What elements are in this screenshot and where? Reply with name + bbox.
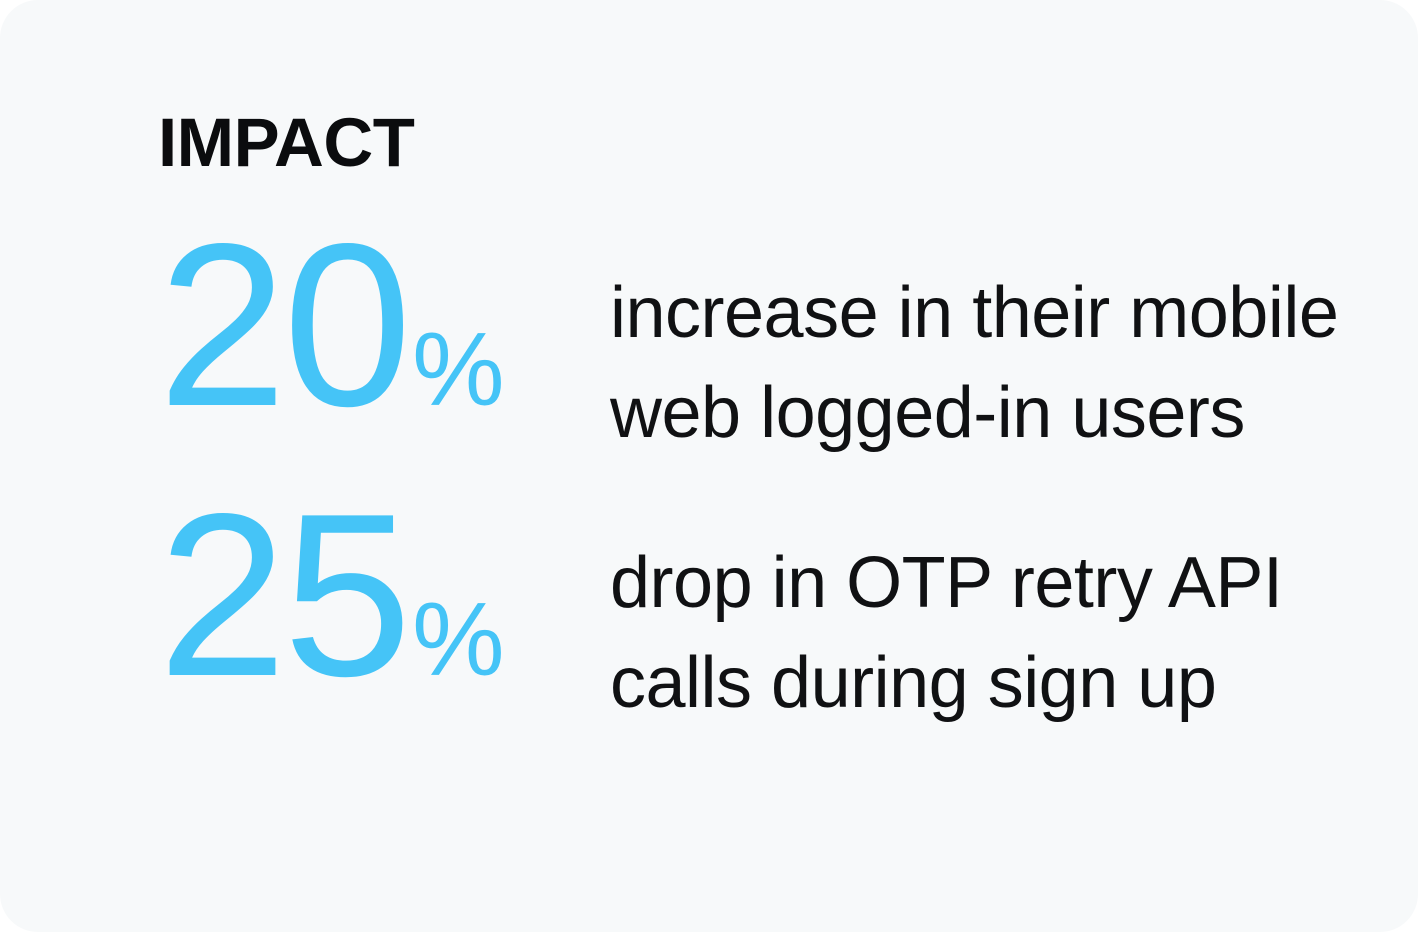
stat-figure: 20 % xyxy=(158,196,505,465)
stat-caption: increase in their mobile web logged-in u… xyxy=(610,263,1339,463)
stat-percent-symbol: % xyxy=(412,582,504,698)
stat-caption-line: calls during sign up xyxy=(610,643,1217,723)
stat-caption-line: increase in their mobile xyxy=(610,273,1339,353)
stat-percent-symbol: % xyxy=(412,312,504,428)
page-title: IMPACT xyxy=(158,104,415,181)
stat-caption-line: web logged-in users xyxy=(610,373,1245,453)
stat-value: 25 xyxy=(158,466,412,725)
impact-stat-item: 20 % increase in their mobile web logged… xyxy=(0,210,1418,465)
stat-caption: drop in OTP retry API calls during sign … xyxy=(610,533,1310,733)
stat-figure: 25 % xyxy=(158,466,505,735)
stat-value: 20 xyxy=(158,196,412,455)
impact-stat-item: 25 % drop in OTP retry API calls during … xyxy=(0,480,1418,735)
stat-caption-line: drop in OTP retry API xyxy=(610,543,1283,623)
